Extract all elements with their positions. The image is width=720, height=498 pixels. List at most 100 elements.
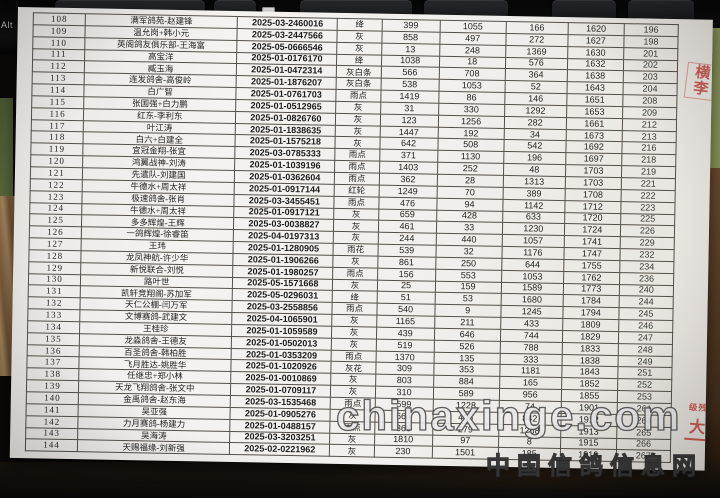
cell-value-1: 371 (379, 149, 438, 163)
cell-total: 1653 (566, 105, 623, 119)
cell-sequence: 198 (623, 35, 679, 49)
cell-value-1: 861 (377, 256, 436, 269)
cell-rank: 139 (26, 379, 79, 393)
cell-value-1: 540 (376, 303, 435, 317)
cell-feather-color: 灰 (331, 326, 377, 339)
cell-feather-color: 灰 (332, 278, 378, 292)
cell-total: 1773 (563, 283, 620, 296)
cell-total: 1916 (560, 448, 617, 462)
cell-total: 1703 (565, 164, 622, 178)
cell-rank: 130 (28, 273, 81, 287)
cell-rank: 127 (29, 237, 82, 251)
cell-feather-color: 灰 (330, 409, 375, 422)
cell-sequence: 212 (622, 118, 677, 132)
cell-feather-color: 灰 (336, 101, 381, 114)
cell-rank: 114 (31, 83, 85, 97)
cell-value-1: 439 (375, 327, 435, 340)
cell-value-1: 566 (380, 66, 440, 80)
cell-total: 1784 (562, 294, 620, 308)
cell-total: 1855 (561, 389, 618, 403)
cell-total: 1755 (563, 259, 620, 273)
cell-rank: 118 (31, 131, 84, 144)
cell-sequence: 240 (619, 284, 674, 297)
cell-rank: 132 (27, 296, 81, 310)
cell-feather-color: 灰 (332, 314, 377, 328)
cell-feather-color: 灰 (334, 207, 379, 221)
cell-sequence: 251 (617, 367, 672, 380)
cell-feather-color: 灰 (335, 136, 380, 150)
cell-feather-color: 灰 (331, 373, 376, 387)
left-alt-key-label: Alt (1, 20, 14, 30)
cell-total: 1762 (563, 271, 620, 285)
cell-total: 1712 (564, 200, 621, 214)
cell-value-1: 51 (376, 291, 435, 305)
cell-feather-color: 雨点 (333, 267, 378, 280)
cell-rank: 108 (33, 12, 86, 26)
cell-value-1: 659 (378, 208, 437, 222)
cell-rank: 140 (26, 391, 79, 405)
cell-total: 1741 (563, 235, 621, 249)
cell-rank: 143 (25, 427, 78, 441)
cell-rank: 134 (27, 320, 80, 334)
cell-value-1: 1038 (380, 54, 440, 68)
results-table: 108 满军鸽苑-赵建锋 2025-03-2460016 绛 399 1055 166 162… (25, 12, 679, 463)
cell-feather-color: 红轮 (334, 184, 379, 197)
cell-value-1: 244 (377, 232, 437, 246)
cell-feather-color: 绛 (337, 18, 382, 32)
cell-sequence: 202 (623, 59, 678, 72)
desk-mat-left (0, 98, 13, 220)
cell-ring-number: 2025-02-0221962 (229, 442, 330, 457)
cell-total: 1627 (567, 34, 624, 48)
cell-value-1: 399 (381, 19, 440, 33)
cell-total: 1643 (566, 81, 624, 95)
cell-rank: 137 (26, 356, 80, 369)
cell-feather-color: 雨点 (331, 349, 376, 363)
cell-value-1: 539 (377, 244, 436, 258)
cell-feather-color: 灰 (333, 231, 378, 245)
cell-rank: 138 (26, 368, 79, 381)
cell-sequence: 225 (620, 213, 675, 226)
cell-rank: 117 (31, 119, 84, 133)
cell-total: 1901 (560, 401, 618, 415)
cell-total: 1651 (566, 93, 623, 107)
cell-value-1: 803 (375, 374, 434, 388)
cell-value-1: 599 (374, 398, 433, 412)
red-stamp-top: 横 李 (683, 61, 713, 102)
cell-sequence: 236 (619, 272, 674, 286)
results-table-body: 108 满军鸽苑-赵建锋 2025-03-2460016 绛 399 1055 166 162… (25, 12, 679, 463)
cell-total: 1913 (560, 425, 617, 439)
cell-rank: 112 (32, 60, 85, 73)
cell-rank: 129 (28, 261, 81, 275)
cell-feather-color: 雨点 (334, 195, 379, 209)
cell-rank: 122 (30, 178, 83, 192)
cell-value-1: 13 (381, 42, 440, 56)
cell-rank: 141 (26, 403, 79, 417)
cell-sequence: 223 (620, 201, 676, 215)
cell-feather-color: 雨点 (332, 302, 377, 316)
cell-total: 1720 (564, 212, 621, 225)
cell-value-1: 476 (378, 196, 437, 210)
cell-value-1: 642 (379, 137, 438, 151)
cell-total: 1708 (564, 188, 622, 202)
cell-value-2: 1501 (431, 446, 499, 460)
cell-total: 1620 (567, 22, 625, 36)
cell-total: 1843 (561, 365, 618, 379)
cell-sequence: 219 (621, 165, 676, 179)
cell-sequence: 232 (619, 248, 675, 262)
cell-sequence: 216 (621, 142, 677, 155)
cell-total: 1638 (567, 69, 624, 83)
cell-sequence: 208 (622, 94, 677, 108)
cell-sequence: 218 (621, 153, 676, 167)
cell-rank: 133 (27, 308, 81, 322)
cell-total: 1692 (565, 141, 622, 154)
cell-sequence: 252 (617, 378, 672, 392)
cell-rank: 109 (32, 24, 86, 38)
cell-sequence: 209 (622, 106, 677, 120)
cell-rank: 110 (32, 36, 86, 50)
cell-feather-color: 灰 (329, 432, 375, 446)
cell-sequence: 221 (621, 177, 676, 191)
cell-sequence: 246 (618, 319, 673, 333)
paper-sheet: 108 满军鸽苑-赵建锋 2025-03-2460016 绛 399 1055 166 162… (9, 7, 713, 471)
cell-sequence: 264 (616, 414, 672, 428)
cell-sequence: 248 (618, 343, 673, 357)
